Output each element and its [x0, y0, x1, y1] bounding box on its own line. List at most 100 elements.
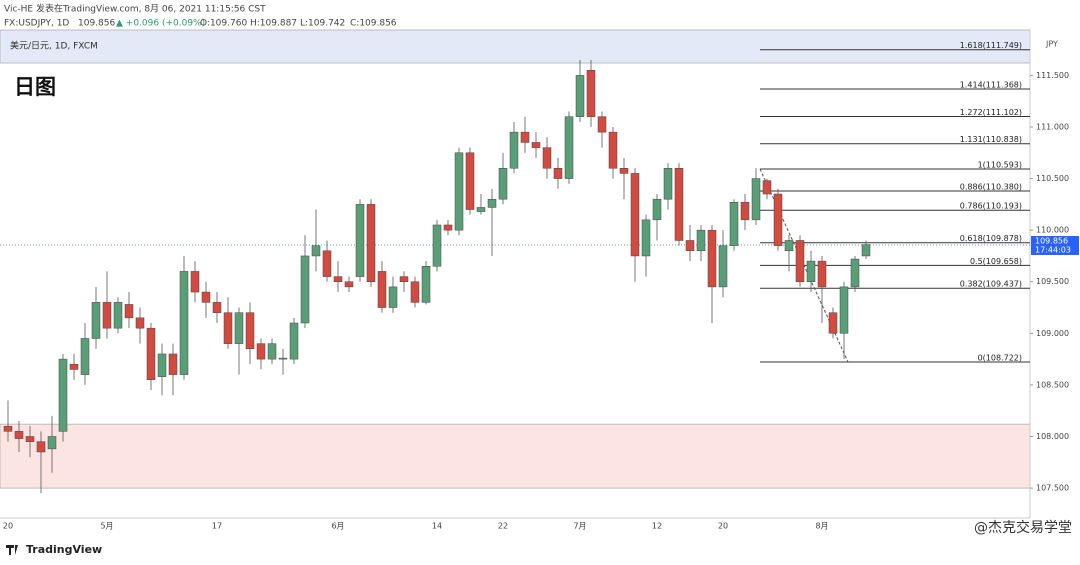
candle-body — [762, 180, 772, 195]
candle-body — [795, 240, 805, 282]
candle-body — [498, 167, 508, 200]
candle-body — [267, 343, 277, 360]
candle-body — [322, 250, 332, 277]
candle-body — [663, 167, 673, 200]
y-tick-label: 109.000 — [1036, 329, 1069, 338]
chart-title: 日图 — [14, 75, 56, 99]
fib-label: 1.131(110.838) — [960, 135, 1022, 144]
candle-body — [652, 198, 662, 221]
candle-body — [597, 116, 607, 133]
candle-body — [443, 224, 453, 231]
candle-body — [124, 304, 134, 319]
fib-label: 0.786(110.193) — [960, 202, 1022, 211]
candle-body — [685, 240, 695, 252]
x-tick-label: 20 — [718, 522, 728, 531]
candle-body — [146, 327, 156, 381]
candle-body — [674, 167, 684, 241]
candle-body — [520, 131, 530, 143]
last-price-box — [1031, 236, 1079, 256]
logo-icon — [6, 545, 18, 555]
candle-body — [201, 291, 211, 303]
candle-body — [179, 271, 189, 375]
y-tick-label: 111.000 — [1036, 122, 1069, 131]
candle-body — [344, 281, 354, 288]
candle-body — [773, 193, 783, 246]
candle-body — [421, 266, 431, 303]
candle-body — [135, 317, 145, 329]
candle-body — [740, 202, 750, 221]
header-line: Vic-HE 发表在TradingView.com, 8月 06, 2021 1… — [4, 3, 266, 15]
candle-body — [542, 147, 552, 169]
y-tick-label: 108.500 — [1036, 380, 1069, 389]
candle-body — [806, 260, 816, 282]
x-tick-label: 6月 — [331, 522, 344, 531]
candle-body — [619, 167, 629, 174]
candle-body — [212, 302, 222, 313]
candle-body — [333, 276, 343, 282]
candle-body — [817, 260, 827, 288]
y-tick-label: 109.500 — [1036, 277, 1069, 286]
x-tick-label: 8月 — [815, 522, 828, 531]
candle-body — [630, 173, 640, 257]
x-tick-label: 7月 — [573, 522, 586, 531]
candle-body — [234, 312, 244, 344]
candle-body — [91, 302, 101, 339]
candle-body — [509, 131, 519, 169]
candle-body — [707, 229, 717, 288]
candle-body — [300, 255, 310, 324]
fib-label: 1(110.593) — [978, 160, 1022, 169]
fib-label: 0.618(109.878) — [960, 234, 1022, 243]
candle-body — [311, 245, 321, 257]
low: L:109.742 — [300, 19, 345, 29]
x-tick-label: 14 — [432, 522, 442, 531]
candle-body — [223, 312, 233, 344]
candle-body — [399, 276, 409, 282]
candle-body — [157, 353, 167, 377]
candle-body — [828, 312, 838, 334]
candle-body — [377, 271, 387, 308]
fib-label: 0.382(109.437) — [960, 280, 1022, 289]
y-tick-label: 110.000 — [1036, 226, 1069, 235]
zone — [0, 423, 1031, 489]
candle-body — [355, 204, 365, 277]
candle-body — [586, 69, 596, 117]
candle-body — [575, 75, 585, 117]
symbol: FX:USDJPY, 1D — [4, 19, 69, 29]
candle-body — [454, 152, 464, 231]
candle-body — [850, 258, 860, 288]
candle-body — [410, 281, 420, 303]
last-price: 109.856 — [78, 19, 115, 29]
candle-body — [476, 207, 486, 212]
candle-body — [388, 286, 398, 308]
candle-body — [113, 302, 123, 329]
candle-body — [256, 343, 266, 360]
candle-body — [465, 152, 475, 210]
candle-body — [564, 116, 574, 179]
x-tick-label: 20 — [3, 522, 13, 531]
fib-label: 0(108.722) — [978, 354, 1022, 363]
candle-body — [432, 224, 442, 267]
candle-body — [718, 245, 728, 288]
candle-body — [47, 436, 57, 450]
candle-body — [641, 219, 651, 257]
candle-body — [245, 312, 255, 350]
candle-body — [69, 364, 79, 370]
open: O:109.760 — [200, 19, 247, 29]
candle-body — [3, 425, 13, 432]
axis-label: JPY — [1045, 40, 1058, 49]
fib-label: 1.618(111.749) — [960, 41, 1022, 50]
candle-body — [784, 240, 794, 252]
candle-body — [729, 202, 739, 246]
candle-body — [861, 244, 871, 257]
candle-body — [751, 178, 761, 221]
y-tick-label: 110.500 — [1036, 174, 1069, 183]
candle-body — [25, 436, 35, 442]
x-tick-label: 17 — [212, 522, 222, 531]
fib-label: 0.5(109.658) — [970, 257, 1022, 266]
candle-body — [190, 271, 200, 293]
candle-body — [696, 229, 706, 252]
candle-body — [553, 167, 563, 179]
candle-body — [102, 302, 112, 329]
fib-label: 0.886(110.380) — [960, 182, 1022, 191]
y-tick-label: 111.500 — [1036, 71, 1069, 80]
